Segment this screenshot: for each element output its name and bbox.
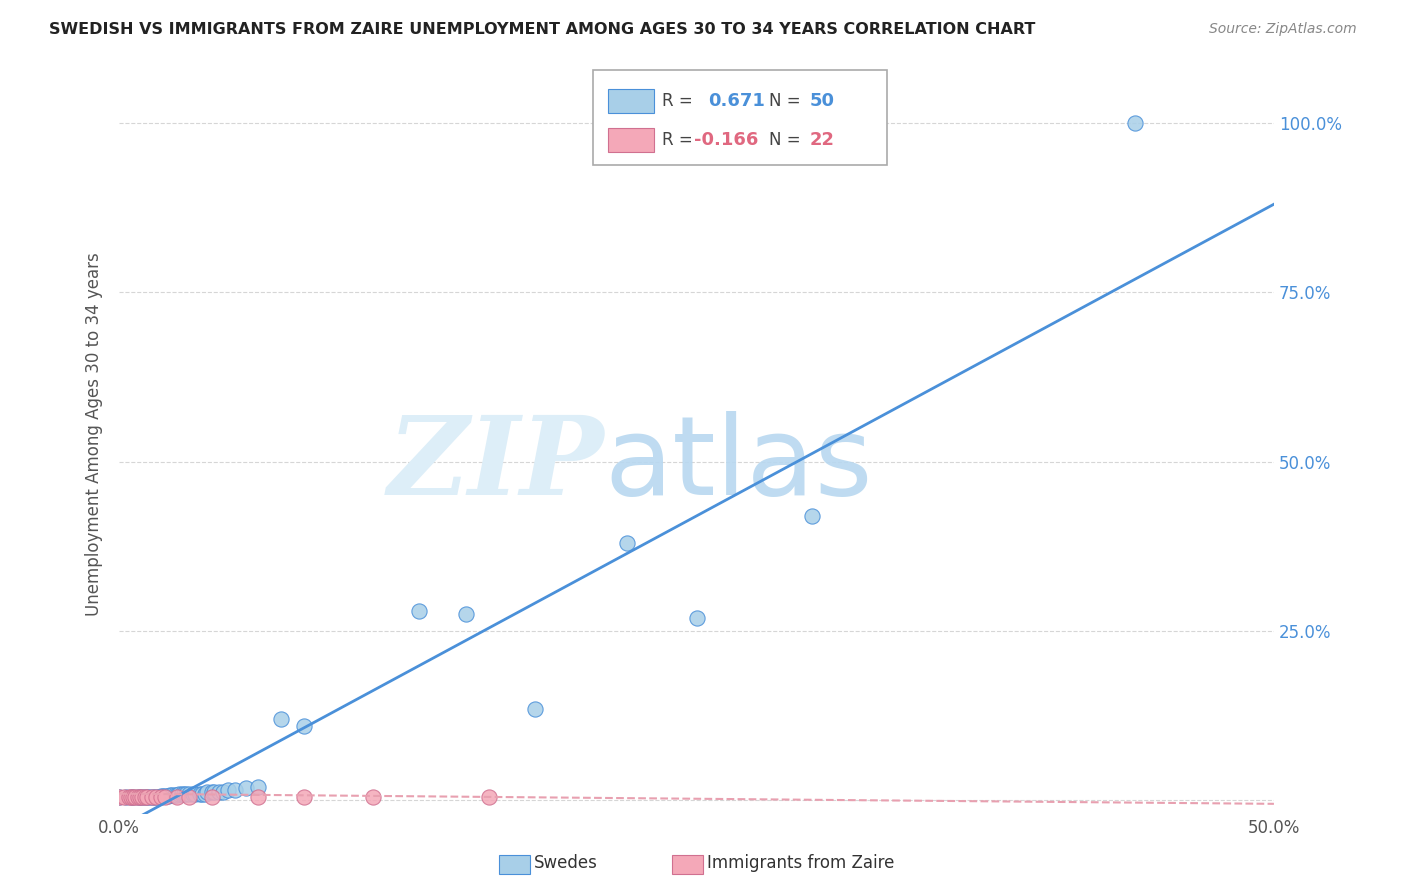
Point: [246, 790, 269, 805]
Point: [120, 790, 142, 805]
Point: [148, 790, 170, 805]
Point: [292, 719, 315, 733]
Point: [207, 784, 229, 798]
Text: N =: N =: [769, 92, 801, 110]
Point: [191, 787, 214, 801]
Point: [117, 790, 139, 805]
Point: [136, 790, 159, 805]
Point: [115, 790, 138, 805]
Text: Source: ZipAtlas.com: Source: ZipAtlas.com: [1209, 22, 1357, 37]
Point: [181, 787, 204, 801]
Point: [523, 702, 546, 716]
Point: [149, 789, 172, 803]
Point: [194, 787, 217, 801]
Text: ZIP: ZIP: [388, 411, 605, 518]
Point: [169, 788, 191, 802]
Point: [149, 790, 172, 805]
Point: [202, 784, 225, 798]
Point: [155, 790, 177, 805]
Bar: [607, 128, 654, 153]
Point: [478, 790, 501, 805]
Point: [156, 789, 179, 803]
Point: [801, 508, 824, 523]
Point: [141, 790, 163, 805]
Point: [122, 790, 145, 805]
Point: [166, 790, 188, 805]
Point: [141, 790, 163, 805]
Text: SWEDISH VS IMMIGRANTS FROM ZAIRE UNEMPLOYMENT AMONG AGES 30 TO 34 YEARS CORRELAT: SWEDISH VS IMMIGRANTS FROM ZAIRE UNEMPLO…: [49, 22, 1036, 37]
Point: [134, 790, 156, 805]
Point: [120, 790, 142, 805]
Point: [127, 790, 149, 805]
Point: [129, 790, 152, 805]
Point: [136, 790, 159, 805]
Point: [188, 787, 211, 801]
Text: 22: 22: [810, 131, 835, 149]
Point: [616, 536, 638, 550]
Point: [454, 607, 477, 621]
Text: 0.671: 0.671: [709, 92, 765, 110]
Point: [138, 790, 160, 805]
Point: [131, 790, 153, 805]
Point: [212, 784, 235, 798]
Text: -0.166: -0.166: [695, 131, 759, 149]
Point: [408, 604, 430, 618]
Point: [177, 787, 200, 801]
Point: [166, 788, 188, 802]
Point: [177, 790, 200, 805]
Point: [112, 790, 135, 805]
Point: [363, 790, 385, 805]
Point: [155, 789, 177, 803]
FancyBboxPatch shape: [593, 70, 887, 165]
Point: [235, 781, 257, 796]
Point: [184, 787, 207, 801]
Point: [217, 783, 239, 797]
Text: N =: N =: [769, 131, 801, 149]
Point: [246, 780, 269, 794]
Text: 50: 50: [810, 92, 835, 110]
Point: [685, 610, 707, 624]
Text: R =: R =: [662, 131, 693, 149]
Point: [1125, 116, 1147, 130]
Point: [159, 788, 181, 802]
Point: [170, 788, 193, 802]
Point: [152, 789, 174, 803]
Point: [292, 790, 315, 805]
Point: [145, 790, 167, 805]
Bar: [607, 88, 654, 112]
Text: R =: R =: [662, 92, 703, 110]
Point: [201, 785, 224, 799]
Point: [122, 790, 145, 805]
Text: atlas: atlas: [605, 411, 873, 518]
Point: [127, 790, 149, 805]
Point: [174, 787, 197, 801]
Point: [145, 790, 167, 805]
Point: [201, 790, 224, 805]
Point: [108, 790, 131, 805]
Point: [224, 783, 246, 797]
Point: [270, 712, 292, 726]
Point: [134, 790, 156, 805]
Y-axis label: Unemployment Among Ages 30 to 34 years: Unemployment Among Ages 30 to 34 years: [86, 252, 103, 616]
Text: Immigrants from Zaire: Immigrants from Zaire: [707, 855, 894, 872]
Point: [142, 790, 165, 805]
Text: Swedes: Swedes: [534, 855, 598, 872]
Point: [195, 785, 218, 799]
Point: [163, 788, 186, 802]
Point: [173, 788, 195, 802]
Point: [129, 790, 152, 805]
Point: [162, 788, 184, 802]
Point: [108, 790, 131, 805]
Point: [124, 790, 146, 805]
Point: [131, 790, 153, 805]
